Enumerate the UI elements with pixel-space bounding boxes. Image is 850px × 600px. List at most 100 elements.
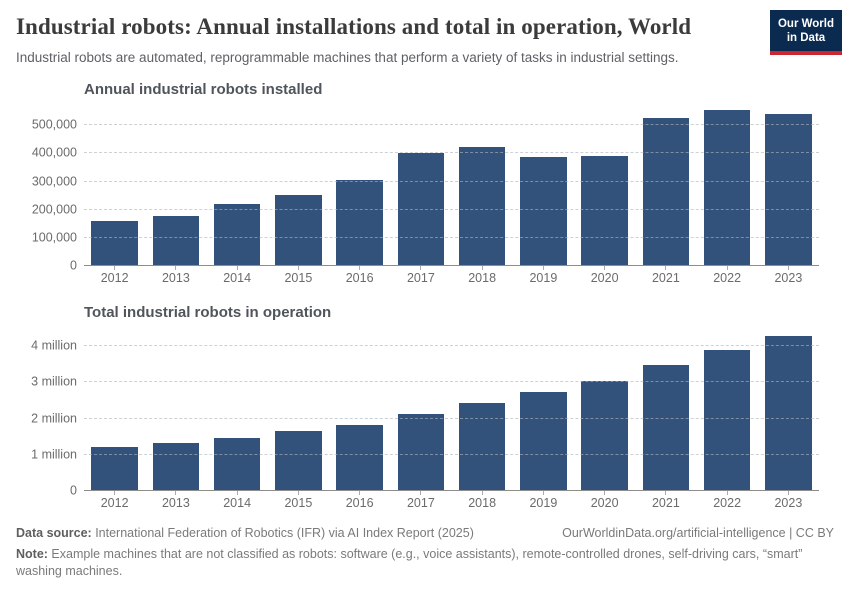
bar-slot [207,109,268,267]
footnote: Note: Example machines that are not clas… [16,546,834,579]
x-tick-label: 2014 [223,271,252,286]
x-tick-label: 2012 [100,496,129,511]
x-tick: 2017 [390,266,451,288]
x-tick-mark [236,266,238,271]
bar-2021 [642,364,690,492]
x-tick: 2021 [635,266,696,288]
x-tick-mark [297,266,299,271]
attribution: OurWorldinData.org/artificial-intelligen… [562,526,834,541]
x-tick-label: 2017 [406,271,435,286]
x-tick-mark [359,266,361,271]
x-tick-mark [542,266,544,271]
bar-slot [452,109,513,267]
x-tick: 2014 [207,266,268,288]
bar-2018 [458,402,506,492]
bar-2023 [765,335,812,492]
bar-2017 [397,414,445,492]
x-tick-mark [297,491,299,496]
x-tick-mark [175,491,177,496]
x-tick: 2018 [452,491,513,513]
x-tick-label: 2022 [713,496,742,511]
x-tick: 2012 [84,266,145,288]
bar-2018 [458,147,506,267]
y-tick-label: 0 [70,483,77,498]
bar-slot [574,332,635,492]
x-tick-label: 2021 [651,496,680,511]
x-tick-mark [665,491,667,496]
page-subtitle: Industrial robots are automated, reprogr… [16,49,679,65]
owid-logo: Our World in Data [770,10,842,56]
chart-total-title: Total industrial robots in operation [84,304,332,322]
x-tick-mark [175,266,177,271]
y-tick-label: 3 million [31,374,77,389]
x-tick-mark [236,491,238,496]
y-tick-label: 4 million [31,338,77,353]
bar-2016 [336,180,383,267]
x-tick: 2022 [697,266,758,288]
bars-layer [84,332,819,492]
page-title: Industrial robots: Annual installations … [16,14,692,39]
bar-2019 [520,392,567,492]
header: Industrial robots: Annual installations … [16,0,842,66]
x-tick-mark [665,266,667,271]
footer: Data source: International Federation of… [16,526,834,579]
y-tick-label: 500,000 [31,117,77,132]
y-tick-label: 100,000 [31,230,77,245]
x-tick: 2023 [758,491,819,513]
bar-slot [145,332,206,492]
x-tick-mark [114,266,116,271]
x-tick: 2020 [574,266,635,288]
y-tick-label: 2 million [31,411,77,426]
x-tick-mark [481,266,483,271]
bars-layer [84,109,819,267]
data-source: Data source: International Federation of… [16,526,474,540]
x-tick: 2013 [145,491,206,513]
bar-2014 [213,203,261,267]
x-tick-label: 2022 [713,271,742,286]
x-tick-mark [787,491,789,496]
bar-2012 [91,446,138,492]
x-tick-label: 2012 [100,271,129,286]
x-tick: 2013 [145,266,206,288]
bar-slot [268,109,329,267]
bar-2015 [275,431,322,492]
x-tick: 2023 [758,266,819,288]
bar-2021 [642,117,690,267]
bar-slot [452,332,513,492]
x-tick-mark [726,266,728,271]
x-tick-label: 2016 [345,271,374,286]
source-row: Data source: International Federation of… [16,526,834,540]
bar-slot [207,332,268,492]
bar-slot [635,332,696,492]
x-tick: 2012 [84,491,145,513]
chart-annual-x-axis: 2012 2013 2014 2015 2016 2017 2018 2019 2020 2021… [84,266,819,288]
x-tick-label: 2018 [468,496,497,511]
y-tick-label: 300,000 [31,174,77,189]
footnote-label: Note: [16,547,48,562]
x-tick-mark [359,491,361,496]
owid-logo-line1: Our World [777,18,834,30]
footnote-text: Example machines that are not classified… [16,547,803,578]
bar-slot [84,332,145,492]
x-tick: 2019 [513,266,574,288]
x-tick-label: 2021 [651,271,680,286]
x-tick: 2022 [697,491,758,513]
x-tick: 2016 [329,266,390,288]
bar-slot [329,109,390,267]
bar-2019 [520,157,567,267]
bar-slot [513,109,574,267]
bar-slot [145,109,206,267]
bar-slot [574,109,635,267]
chart-total-x-axis: 2012 2013 2014 2015 2016 2017 2018 2019 2020 2021… [84,491,819,513]
bar-slot [697,332,758,492]
data-source-label: Data source: [16,526,92,541]
bar-2020 [581,156,628,267]
bar-2022 [703,110,751,267]
chart-annual-plot-area: 0 100,000 200,000 300,000 400,000 500,000 [32,109,819,273]
x-tick-mark [604,491,606,496]
x-tick-label: 2020 [590,271,619,286]
bar-slot [513,332,574,492]
bar-2015 [275,194,322,267]
x-tick-label: 2020 [590,496,619,511]
x-tick-label: 2014 [223,496,252,511]
